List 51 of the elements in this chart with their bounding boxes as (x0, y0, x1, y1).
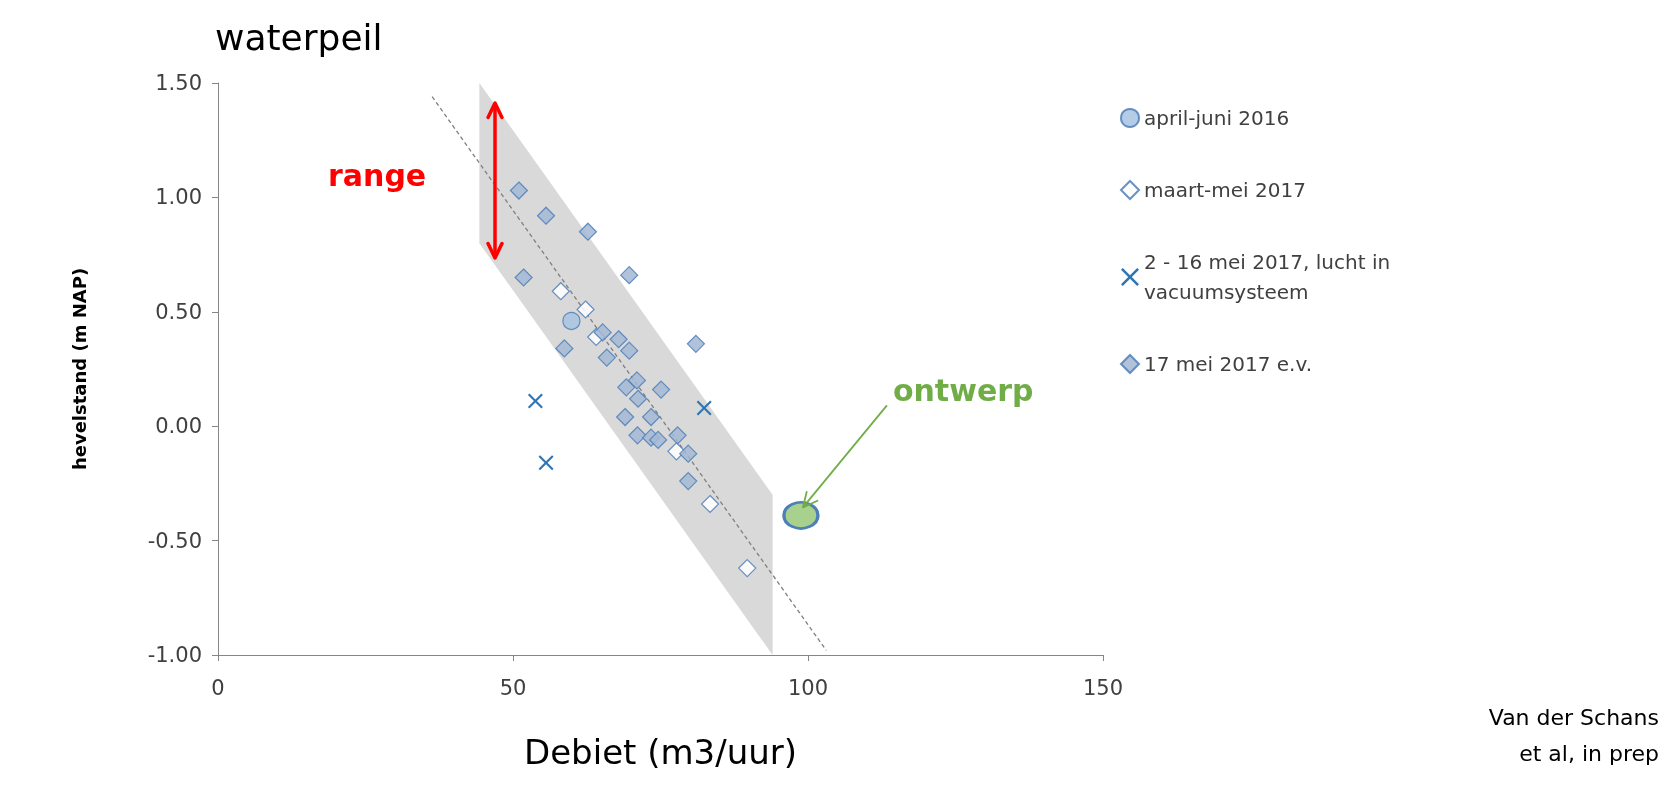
y-tick-label: -1.00 (147, 643, 202, 667)
x-tick-label: 50 (499, 675, 527, 700)
point (576, 300, 595, 319)
point (641, 407, 661, 427)
point (551, 282, 570, 301)
point (578, 222, 598, 241)
point (593, 323, 612, 342)
point (679, 472, 698, 491)
point (536, 206, 556, 225)
point (609, 330, 628, 349)
point (514, 268, 533, 287)
y-tick-label: 0.50 (155, 299, 202, 324)
point (562, 311, 581, 331)
point (668, 426, 687, 445)
annotation: range (328, 158, 427, 193)
point (782, 500, 820, 530)
legend-label: 2 - 16 mei 2017, lucht in vacuumsysteem (1144, 250, 1397, 304)
point (597, 348, 616, 367)
point (686, 334, 705, 353)
legend-label: 17 mei 2017 e.v. (1144, 352, 1313, 376)
point (620, 266, 639, 285)
chart-title: waterpeil (215, 16, 383, 58)
point (628, 426, 647, 445)
point (700, 494, 720, 514)
annotation: ontwerp (892, 373, 1034, 409)
x-tick-label: 0 (211, 675, 225, 700)
point (616, 407, 635, 427)
y-tick-label: 1.50 (155, 71, 202, 95)
point (738, 558, 757, 578)
point (649, 430, 668, 450)
x-tick-label: 100 (787, 675, 829, 700)
x-tick-label: 150 (1082, 675, 1124, 700)
legend-label: maart-mei 2017 (1144, 178, 1306, 202)
point (651, 380, 671, 399)
point (620, 341, 639, 360)
point (679, 444, 698, 463)
point (628, 389, 648, 408)
y-tick-label: 1.00 (155, 185, 202, 210)
y-tick-label: -0.50 (147, 528, 202, 553)
text: Van der Schans et al, in prep (1487, 704, 1659, 768)
point (696, 400, 712, 416)
point (538, 455, 554, 471)
y-tick-label: 0.00 (155, 414, 202, 439)
point (527, 393, 543, 409)
y-axis-title: hevelstand (m NAP) (68, 267, 90, 471)
legend-label: april-juni 2016 (1144, 106, 1290, 130)
point (555, 339, 574, 358)
point (617, 378, 636, 397)
point (509, 181, 528, 200)
point (627, 371, 646, 390)
x-axis-title: Debiet (m3/uur) (524, 732, 797, 772)
